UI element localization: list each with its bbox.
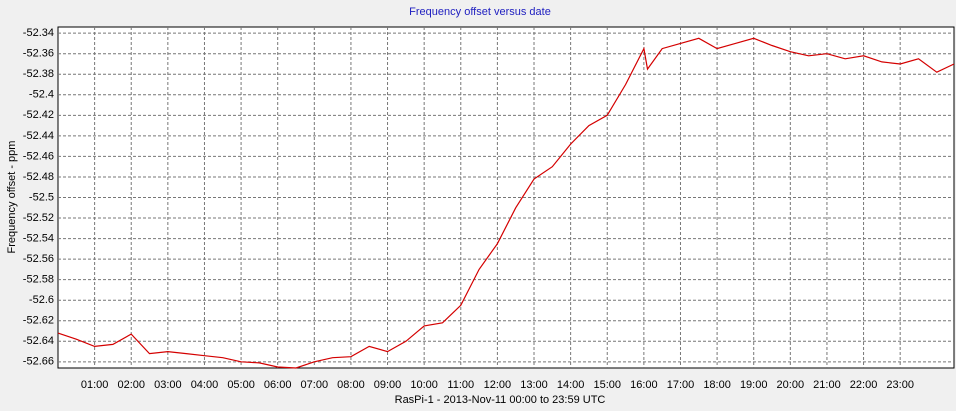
x-tick-label: 04:00	[191, 379, 219, 391]
data-line	[57, 37, 955, 369]
y-tick-label: -52.64	[23, 335, 54, 347]
y-tick-label: -52.5	[29, 191, 54, 203]
x-tick-label: 06:00	[264, 379, 292, 391]
y-tick-label: -52.66	[23, 356, 54, 368]
x-tick-label: 21:00	[813, 379, 841, 391]
y-tick-label: -52.42	[23, 109, 54, 121]
x-tick-label: 22:00	[850, 379, 878, 391]
y-tick-label: -52.62	[23, 315, 54, 327]
x-tick-label: 07:00	[301, 379, 329, 391]
x-tick-label: 09:00	[374, 379, 402, 391]
x-tick-label: 23:00	[886, 379, 914, 391]
x-tick-label: 16:00	[630, 379, 658, 391]
y-tick-label: -52.58	[23, 274, 54, 286]
y-tick-label: -52.34	[23, 27, 54, 39]
x-tick-label: 12:00	[484, 379, 512, 391]
y-tick-label: -52.44	[23, 130, 54, 142]
x-tick-label: 10:00	[410, 379, 438, 391]
x-tick-label: 19:00	[740, 379, 768, 391]
x-tick-label: 17:00	[667, 379, 695, 391]
y-tick-label: -52.6	[29, 294, 54, 306]
y-tick-label: -52.46	[23, 150, 54, 162]
x-tick-label: 11:00	[447, 379, 474, 391]
y-tick-label: -52.4	[29, 89, 54, 101]
x-tick-label: 05:00	[227, 379, 255, 391]
x-tick-label: 20:00	[777, 379, 805, 391]
y-tick-label: -52.56	[23, 253, 54, 265]
x-tick-label: 08:00	[337, 379, 365, 391]
y-tick-label: -52.38	[23, 68, 54, 80]
x-tick-label: 18:00	[703, 379, 731, 391]
x-tick-label: 13:00	[520, 379, 548, 391]
x-tick-label: 14:00	[557, 379, 585, 391]
y-tick-label: -52.48	[23, 171, 54, 183]
y-tick-label: -52.36	[23, 48, 54, 60]
chart-title: Frequency offset versus date	[409, 6, 551, 18]
x-axis-label: RasPi-1 - 2013-Nov-11 00:00 to 23:59 UTC	[395, 394, 606, 406]
x-tick-label: 03:00	[154, 379, 182, 391]
x-tick-label: 01:00	[81, 379, 109, 391]
y-tick-label: -52.54	[23, 232, 54, 244]
x-tick-label: 02:00	[117, 379, 145, 391]
y-tick-label: -52.52	[23, 212, 54, 224]
x-tick-label: 15:00	[593, 379, 621, 391]
y-axis-label: Frequency offset - ppm	[6, 141, 18, 254]
